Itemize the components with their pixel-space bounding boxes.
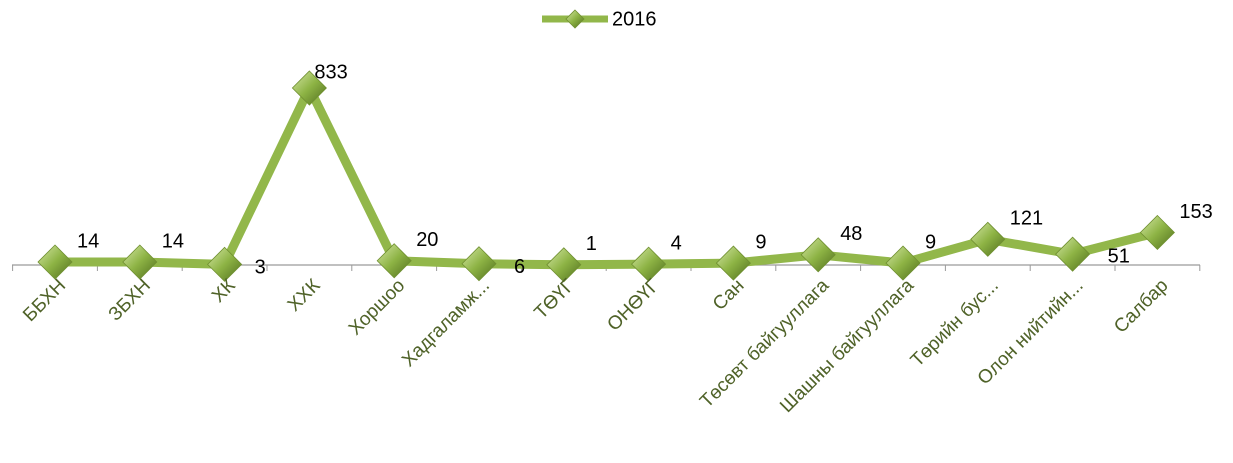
data-label: 20	[416, 229, 438, 251]
data-label: 14	[162, 230, 184, 252]
legend: 2016	[542, 8, 657, 30]
data-label: 9	[755, 231, 766, 253]
x-tick-label: Салбар	[1110, 275, 1172, 337]
x-tick-label: Хоршоо	[345, 275, 409, 339]
marker	[376, 243, 412, 279]
x-tick-label: ОНӨҮГ	[603, 275, 663, 335]
marker	[546, 247, 582, 283]
marker	[970, 221, 1006, 257]
x-tick-label: ББХН	[19, 275, 70, 326]
x-tick-label: Төрийн бус...	[907, 275, 1003, 371]
marker	[461, 246, 497, 282]
x-tick-label: Сан	[709, 275, 749, 315]
data-label: 153	[1179, 201, 1212, 223]
x-tick-label: ТӨҮГ	[531, 275, 579, 323]
marker	[1055, 236, 1091, 272]
data-label: 48	[840, 223, 862, 245]
data-label: 14	[77, 230, 99, 252]
marker	[885, 245, 921, 281]
marker	[715, 245, 751, 281]
legend-label: 2016	[612, 8, 657, 30]
data-label: 833	[314, 61, 347, 83]
legend-marker	[565, 9, 585, 29]
marker	[122, 244, 158, 280]
data-label: 121	[1010, 208, 1043, 230]
marker	[207, 246, 243, 282]
marker	[800, 237, 836, 273]
marker	[631, 246, 667, 282]
data-label: 3	[255, 257, 266, 279]
data-label: 9	[925, 231, 936, 253]
data-label: 51	[1108, 245, 1130, 267]
data-label: 6	[514, 256, 525, 278]
series-line	[55, 83, 1159, 270]
marker	[1139, 214, 1175, 251]
x-tick-label: ХХК	[284, 275, 325, 316]
marker	[37, 244, 73, 280]
data-label: 1	[586, 233, 597, 255]
marker	[291, 70, 327, 106]
x-tick-label: ЗБХН	[105, 275, 155, 325]
data-label: 4	[671, 232, 682, 254]
x-tick-label: Хадгаламж...	[398, 275, 494, 371]
x-tick-label: ХК	[208, 275, 240, 307]
